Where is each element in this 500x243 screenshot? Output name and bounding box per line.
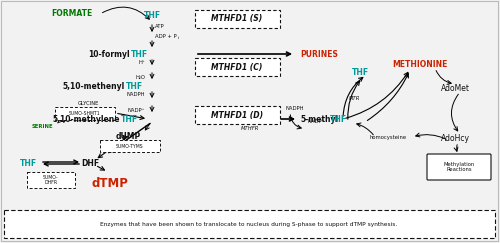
Text: homocysteine: homocysteine — [370, 134, 406, 139]
FancyBboxPatch shape — [4, 210, 495, 238]
Text: ADP + P: ADP + P — [155, 35, 176, 40]
Text: SUMO-
DHFR: SUMO- DHFR — [43, 175, 59, 185]
FancyBboxPatch shape — [100, 140, 160, 152]
FancyBboxPatch shape — [427, 154, 491, 180]
Text: THF: THF — [126, 81, 143, 90]
Text: THF: THF — [20, 158, 36, 167]
Text: AdoHcy: AdoHcy — [440, 133, 470, 142]
Text: 5,10-methenyl: 5,10-methenyl — [63, 81, 125, 90]
FancyBboxPatch shape — [195, 58, 280, 76]
Text: dTMP: dTMP — [92, 176, 128, 190]
Text: MTHFR: MTHFR — [241, 125, 259, 130]
Text: 10-formyl: 10-formyl — [88, 50, 130, 59]
FancyBboxPatch shape — [55, 107, 115, 120]
Text: NADPH: NADPH — [285, 105, 304, 111]
FancyBboxPatch shape — [195, 10, 280, 28]
Text: SUMO-SHMT1: SUMO-SHMT1 — [69, 111, 101, 115]
Text: NADPH: NADPH — [126, 92, 145, 96]
Text: SERINE: SERINE — [31, 123, 53, 129]
FancyBboxPatch shape — [27, 172, 75, 188]
Text: Enzymes that have been shown to translocate to nucleus during S-phase to support: Enzymes that have been shown to transloc… — [100, 222, 398, 226]
Text: SUMO-TYMS: SUMO-TYMS — [116, 144, 144, 148]
Text: THF: THF — [131, 50, 148, 59]
Text: GLYCINE: GLYCINE — [78, 101, 98, 105]
Text: MTHFD1 (S): MTHFD1 (S) — [212, 15, 262, 24]
Text: THF: THF — [121, 114, 138, 123]
Text: i: i — [178, 36, 179, 40]
Text: THF: THF — [144, 11, 160, 20]
Text: 5-methyl: 5-methyl — [300, 114, 338, 123]
Text: METHIONINE: METHIONINE — [392, 60, 448, 69]
Text: 5,10-methylene: 5,10-methylene — [52, 114, 120, 123]
Text: H⁺: H⁺ — [138, 60, 145, 64]
Text: MTHFD1 (D): MTHFD1 (D) — [211, 111, 263, 120]
Text: AdoMet: AdoMet — [440, 84, 470, 93]
Text: dUMP: dUMP — [116, 131, 140, 140]
Text: Methylation
Reactions: Methylation Reactions — [444, 162, 474, 172]
Text: THF: THF — [330, 114, 347, 123]
Text: FORMATE: FORMATE — [52, 9, 92, 18]
Text: PURINES: PURINES — [300, 50, 338, 59]
Text: NADP⁺: NADP⁺ — [128, 107, 145, 113]
Text: ATP: ATP — [155, 25, 164, 29]
Text: NADP⁺: NADP⁺ — [308, 119, 326, 123]
Text: THF: THF — [352, 68, 368, 77]
Text: MTHFD1 (C): MTHFD1 (C) — [212, 62, 262, 71]
Text: DHF: DHF — [81, 158, 99, 167]
Text: H₂O: H₂O — [135, 75, 145, 79]
FancyBboxPatch shape — [195, 106, 280, 124]
Text: MTR: MTR — [350, 95, 360, 101]
